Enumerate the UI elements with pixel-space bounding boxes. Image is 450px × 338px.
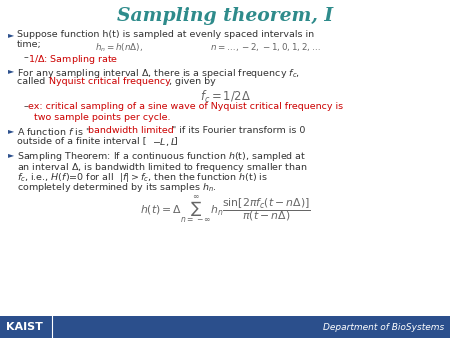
Text: time;: time; — [17, 41, 42, 49]
Text: A function $f$ is ": A function $f$ is " — [17, 126, 91, 137]
Text: Suppose function h(t) is sampled at evenly spaced intervals in: Suppose function h(t) is sampled at even… — [17, 30, 314, 39]
Text: outside of a finite interval [: outside of a finite interval [ — [17, 137, 147, 145]
Text: $n = \ldots,-2,-1,0,1,2,\ldots$: $n = \ldots,-2,-1,0,1,2,\ldots$ — [210, 41, 321, 53]
Text: an interval $\Delta$, is bandwidth limited to frequency smaller than: an interval $\Delta$, is bandwidth limit… — [17, 161, 307, 173]
Text: –: – — [24, 53, 29, 62]
Text: ►: ► — [8, 67, 14, 75]
Text: $-L, L$: $-L, L$ — [152, 137, 177, 148]
Text: $h_n = h(n\Delta),$: $h_n = h(n\Delta),$ — [95, 41, 143, 53]
Text: $f_c = 1 / 2\Delta$: $f_c = 1 / 2\Delta$ — [200, 89, 250, 104]
Text: ex: critical sampling of a sine wave of Nyquist critical frequency is: ex: critical sampling of a sine wave of … — [28, 102, 343, 111]
Text: $f_c$, i.e., $H(f)$=0 for all  $|f|>f_c$, then the function $h$(t) is: $f_c$, i.e., $H(f)$=0 for all $|f|>f_c$,… — [17, 171, 268, 184]
Text: completely determined by its samples $h_n$.: completely determined by its samples $h_… — [17, 182, 217, 194]
Text: , given by: , given by — [169, 77, 216, 86]
Text: $h(t) = \Delta \sum_{n=-\infty}^{\infty} h_n \dfrac{\sin[2\pi f_c(t - n\Delta)]}: $h(t) = \Delta \sum_{n=-\infty}^{\infty}… — [140, 194, 310, 225]
Text: bandwidth limited: bandwidth limited — [88, 126, 174, 135]
Text: –: – — [24, 102, 29, 111]
Bar — [0, 316, 450, 338]
Text: ►: ► — [8, 150, 14, 159]
Text: " if its Fourier transform is 0: " if its Fourier transform is 0 — [172, 126, 306, 135]
Text: two sample points per cycle.: two sample points per cycle. — [34, 113, 171, 121]
Text: KAIST: KAIST — [6, 322, 43, 332]
Text: Sampling theorem, I: Sampling theorem, I — [117, 7, 333, 25]
Text: Nyquist critical frequency: Nyquist critical frequency — [49, 77, 171, 86]
Text: $1/\Delta$: Sampling rate: $1/\Delta$: Sampling rate — [28, 53, 118, 66]
Text: ►: ► — [8, 30, 14, 39]
Text: ►: ► — [8, 126, 14, 135]
Text: Sampling Theorem: If a continuous function $h$(t), sampled at: Sampling Theorem: If a continuous functi… — [17, 150, 306, 163]
Text: For any sampling interval $\Delta$, there is a special frequency $f_c$,: For any sampling interval $\Delta$, ther… — [17, 67, 300, 79]
Text: ]: ] — [173, 137, 177, 145]
Text: Department of BioSystems: Department of BioSystems — [323, 322, 444, 332]
Text: called: called — [17, 77, 48, 86]
